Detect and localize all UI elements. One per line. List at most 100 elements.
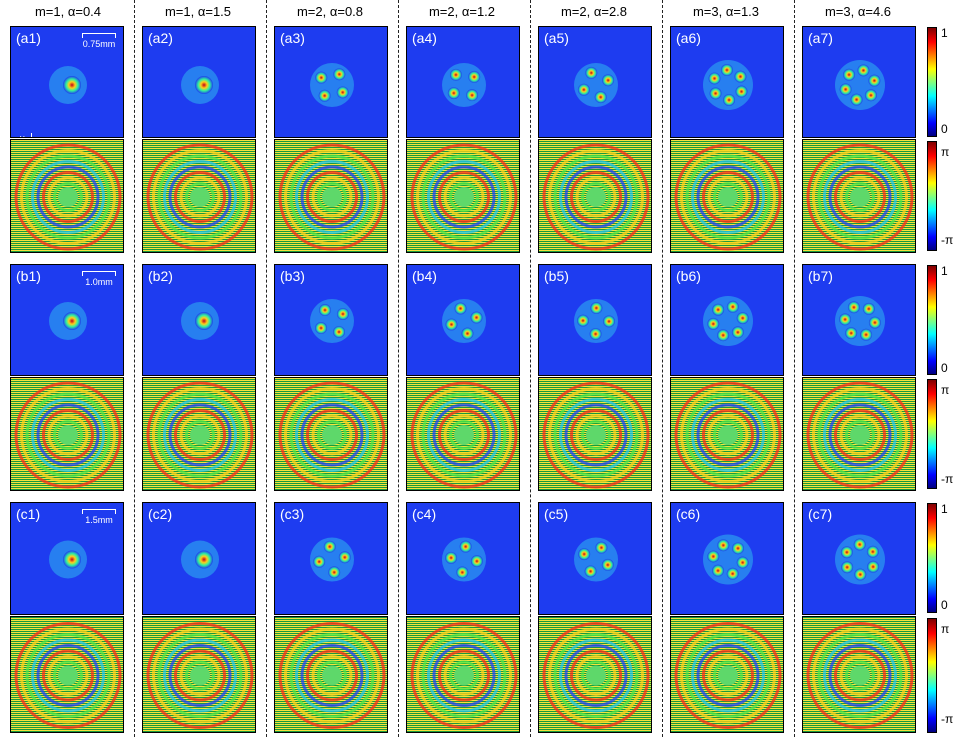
colorbar-tick: -π — [941, 712, 954, 726]
phase-ring — [680, 149, 776, 245]
column-title: m=3, α=4.6 — [824, 4, 892, 19]
phase-ring — [845, 420, 875, 450]
intensity-lobe — [601, 558, 614, 571]
phase-panel — [538, 616, 652, 733]
phase-ring — [14, 622, 122, 729]
phase-colorbar — [927, 379, 937, 489]
phase-core — [58, 187, 78, 207]
intensity-lobe — [839, 313, 852, 326]
column-divider — [794, 0, 795, 737]
phase-ring — [685, 633, 771, 718]
intensity-lobe — [867, 560, 880, 573]
phase-ring — [581, 182, 611, 212]
phase-ring — [680, 627, 776, 724]
scale-bar-line — [82, 509, 116, 514]
phase-ring — [306, 171, 358, 223]
intensity-lobe — [584, 565, 597, 578]
phase-ring — [707, 655, 749, 696]
phase-core — [190, 425, 210, 445]
intensity-lobe — [445, 551, 458, 564]
phase-core — [190, 187, 210, 207]
amplitude-panel: (b2) — [142, 264, 256, 376]
phase-ring — [685, 392, 771, 478]
panel-label: (b6) — [676, 268, 701, 284]
phase-ring — [278, 381, 386, 489]
phase-ring — [570, 649, 622, 702]
phase-ring — [548, 149, 644, 245]
phase-ring — [696, 403, 760, 467]
intensity-lobe — [594, 91, 607, 104]
intensity-lobe — [707, 317, 720, 330]
intensity-lobe — [447, 87, 460, 100]
phase-ring — [421, 633, 507, 718]
column-title: m=2, α=1.2 — [428, 4, 496, 19]
phase-ring — [20, 627, 116, 724]
phase-panel — [274, 139, 388, 253]
phase-ring — [152, 627, 248, 724]
phase-ring — [845, 182, 875, 212]
beam-halo — [442, 299, 486, 343]
phase-ring — [449, 420, 479, 450]
phase-ring — [317, 182, 347, 212]
phase-ring — [834, 171, 886, 223]
intensity-lobe — [577, 314, 590, 327]
phase-panel — [10, 377, 124, 491]
amplitude-panel: (b5) — [538, 264, 652, 376]
phase-ring — [806, 381, 914, 489]
phase-ring — [542, 143, 650, 251]
phase-ring — [284, 387, 380, 483]
phase-ring — [443, 176, 485, 218]
beam-halo — [310, 63, 354, 107]
y-axis-arrow — [31, 133, 32, 137]
phase-ring — [146, 622, 254, 729]
phase-ring — [42, 649, 94, 702]
amplitude-colorbar — [927, 503, 937, 613]
phase-core — [718, 665, 738, 686]
phase-ring — [564, 644, 628, 707]
amplitude-panel: (a1) 0.75mm yx — [10, 26, 124, 138]
column-divider — [134, 0, 135, 737]
phase-ring — [25, 392, 111, 478]
panel-label: (a1) — [16, 30, 41, 46]
intensity-lobe — [731, 542, 744, 555]
phase-panel — [406, 616, 520, 733]
amplitude-colorbar — [927, 27, 937, 137]
phase-ring — [47, 414, 89, 456]
scale-bar: 0.75mm — [82, 33, 116, 49]
colorbar-tick: -π — [941, 233, 954, 247]
intensity-lobe — [585, 66, 598, 79]
intensity-lobe — [840, 546, 853, 559]
phase-ring — [163, 398, 237, 472]
phase-ring — [289, 633, 375, 718]
phase-ring — [168, 165, 232, 229]
scale-bar-label: 0.75mm — [82, 39, 116, 49]
panel-label: (c3) — [280, 506, 305, 522]
beam-halo — [310, 299, 354, 343]
intensity-lobe — [735, 85, 748, 98]
phase-panel — [274, 616, 388, 733]
phase-panel — [670, 139, 784, 253]
phase-ring — [311, 414, 353, 456]
phase-ring — [823, 638, 897, 713]
scale-bar-label: 1.5mm — [85, 515, 113, 525]
phase-panel — [142, 616, 256, 733]
phase-ring — [53, 420, 83, 450]
phase-core — [718, 187, 738, 207]
phase-ring — [817, 633, 903, 718]
intensity-lobe — [839, 83, 852, 96]
colorbar-tick: 0 — [941, 598, 948, 612]
phase-ring — [570, 409, 622, 461]
column-title: m=1, α=0.4 — [34, 4, 102, 19]
intensity-lobe — [726, 567, 739, 580]
phase-ring — [564, 165, 628, 229]
panel-label: (c4) — [412, 506, 437, 522]
intensity-lobe — [328, 566, 341, 579]
phase-ring — [575, 655, 617, 696]
phase-ring — [31, 160, 105, 234]
phase-panel — [670, 616, 784, 733]
phase-ring — [432, 165, 496, 229]
phase-ring — [185, 660, 215, 691]
phase-ring — [845, 660, 875, 691]
colorbar-tick: π — [941, 145, 950, 159]
phase-ring — [157, 633, 243, 718]
